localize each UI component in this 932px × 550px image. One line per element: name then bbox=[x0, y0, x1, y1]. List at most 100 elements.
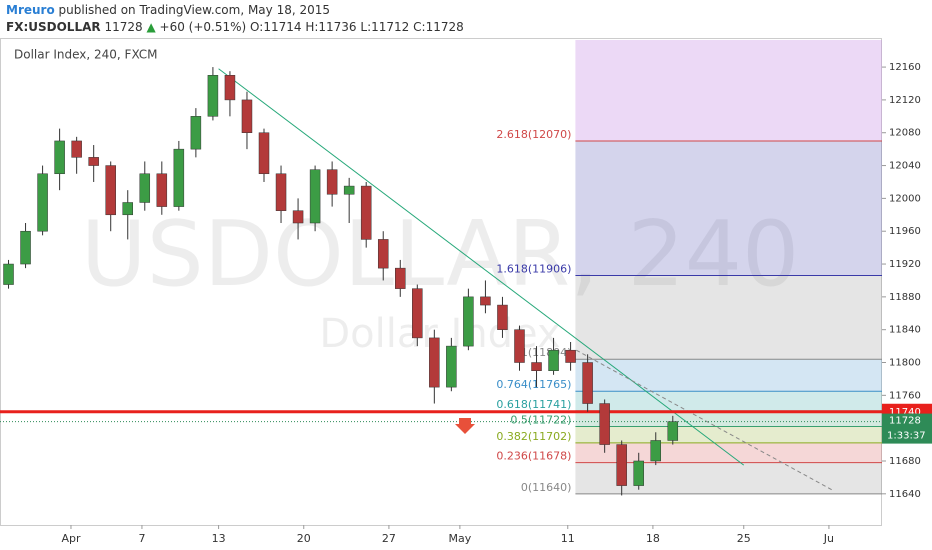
open: O:11714 bbox=[250, 20, 302, 34]
candle-body bbox=[650, 440, 662, 462]
candle-body bbox=[292, 210, 304, 224]
close: C:11728 bbox=[413, 20, 464, 34]
change: +60 (+0.51%) bbox=[159, 20, 247, 34]
candle-body bbox=[463, 296, 474, 347]
fib-label: 0.618(11741) bbox=[496, 398, 571, 411]
y-tick-label: 11920 bbox=[889, 259, 921, 270]
low: L:11712 bbox=[360, 20, 410, 34]
x-tick-label: 7 bbox=[138, 532, 145, 545]
plot-border bbox=[0, 38, 882, 526]
x-tick-label: Ju bbox=[823, 532, 834, 545]
candle-body bbox=[446, 345, 457, 388]
candle-body bbox=[173, 148, 185, 207]
candle-body bbox=[309, 169, 321, 224]
candle-body bbox=[190, 116, 202, 150]
last-price-label: 11728 bbox=[889, 416, 921, 427]
y-tick-label: 11840 bbox=[889, 325, 921, 336]
candle-body bbox=[122, 202, 133, 216]
y-tick-label: 11640 bbox=[889, 489, 921, 500]
fib-zone bbox=[575, 391, 882, 411]
candle-body bbox=[480, 296, 491, 306]
y-tick-label: 12080 bbox=[889, 128, 921, 139]
candle-body bbox=[54, 140, 65, 175]
fib-label: 0.764(11765) bbox=[496, 378, 571, 391]
x-tick-label: 18 bbox=[646, 532, 660, 545]
candle-body bbox=[139, 173, 151, 203]
fib-label: 0(11640) bbox=[521, 481, 572, 494]
y-tick-label: 11800 bbox=[889, 358, 921, 369]
fib-label: 1.618(11906) bbox=[496, 263, 571, 276]
candle-body bbox=[514, 329, 525, 363]
candle-body bbox=[667, 421, 679, 441]
fib-label: 0.5(11722) bbox=[510, 414, 571, 427]
fib-label: 0.382(11702) bbox=[496, 430, 571, 443]
arrow bbox=[455, 418, 475, 434]
candle-body bbox=[429, 337, 440, 388]
fib-zone bbox=[575, 410, 882, 427]
candle-body bbox=[548, 349, 559, 371]
candle-body bbox=[616, 444, 627, 486]
y-tick-label: 12000 bbox=[889, 193, 921, 204]
candle-body bbox=[20, 230, 31, 265]
candle-body bbox=[343, 185, 355, 195]
fib-label: 0.236(11678) bbox=[496, 450, 571, 463]
countdown: 1:33:37 bbox=[887, 431, 926, 442]
candle-body bbox=[326, 169, 338, 195]
candle-body bbox=[88, 157, 99, 166]
candle-body bbox=[395, 267, 406, 289]
candle-body bbox=[377, 239, 389, 269]
candle-body bbox=[105, 165, 116, 216]
last-price-tag bbox=[882, 413, 932, 444]
candle-body bbox=[3, 263, 14, 285]
fib-zone bbox=[575, 426, 882, 443]
horizontal-line-label: 11740 bbox=[889, 407, 921, 418]
fib-zone bbox=[575, 275, 882, 360]
author: Mreuro bbox=[6, 3, 55, 17]
y-tick-label: 11960 bbox=[889, 226, 921, 237]
candle-body bbox=[633, 460, 644, 486]
fib-label: 2.618(12070) bbox=[496, 128, 571, 141]
fib-label: 1(11804) bbox=[521, 346, 572, 359]
symbol: FX:USDOLLAR bbox=[6, 20, 101, 34]
candle-body bbox=[412, 288, 423, 339]
candle-body bbox=[497, 304, 508, 330]
y-tick-label: 11680 bbox=[889, 456, 921, 467]
y-tick-label: 12120 bbox=[889, 95, 921, 106]
x-tick-label: 20 bbox=[297, 532, 311, 545]
candle-body bbox=[360, 185, 372, 240]
candle-body bbox=[565, 349, 576, 363]
high: H:11736 bbox=[305, 20, 357, 34]
y-tick-label: 12040 bbox=[889, 161, 921, 172]
x-tick-label: 13 bbox=[212, 532, 226, 545]
candle-body bbox=[582, 362, 593, 404]
fib-zone bbox=[575, 359, 882, 392]
x-tick-label: 11 bbox=[561, 532, 575, 545]
header: Mreuro published on TradingView.com, May… bbox=[6, 3, 464, 34]
y-tick-label: 11760 bbox=[889, 390, 921, 401]
chart-title: Dollar Index, 240, FXCM bbox=[14, 48, 158, 62]
x-tick-label: 25 bbox=[737, 532, 751, 545]
candle-body bbox=[37, 173, 48, 232]
candle-body bbox=[241, 99, 253, 133]
candle-body bbox=[207, 75, 219, 117]
candle-body bbox=[224, 75, 236, 101]
candle-body bbox=[531, 362, 542, 371]
y-tick-label: 12160 bbox=[889, 62, 921, 73]
watermark: USDOLLAR, 240 bbox=[81, 202, 800, 307]
x-tick-label: 27 bbox=[382, 532, 396, 545]
candle-body bbox=[599, 403, 610, 445]
y-tick-label: 11880 bbox=[889, 292, 921, 303]
candle-body bbox=[156, 173, 168, 207]
candle-body bbox=[71, 140, 82, 158]
fib-zone bbox=[575, 40, 882, 141]
candle-body bbox=[275, 173, 287, 211]
last: 11728 bbox=[104, 20, 143, 34]
x-tick-label: May bbox=[449, 532, 472, 545]
fib-zone bbox=[575, 140, 882, 276]
trendline bbox=[218, 68, 745, 466]
candle-body bbox=[258, 132, 270, 175]
x-tick-label: Apr bbox=[61, 532, 81, 545]
published: published on TradingView.com, May 18, 20… bbox=[58, 3, 331, 17]
